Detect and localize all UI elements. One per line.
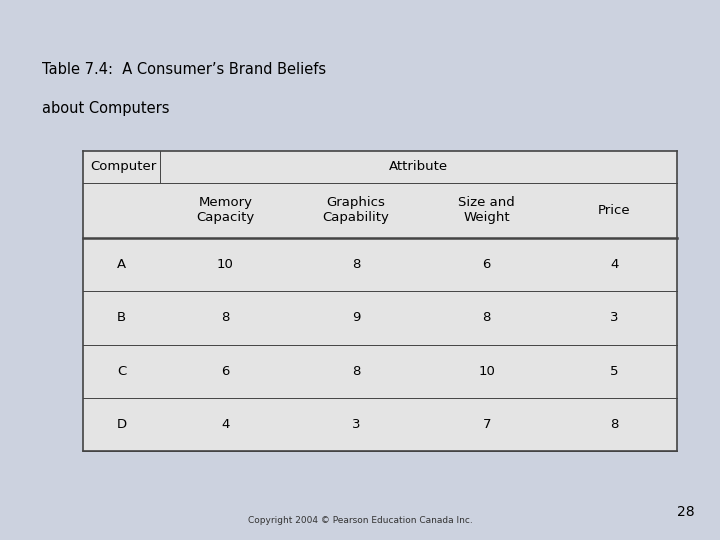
Text: 3: 3 <box>352 418 360 431</box>
Text: C: C <box>117 364 126 377</box>
Text: 8: 8 <box>221 312 230 325</box>
Text: B: B <box>117 312 126 325</box>
Text: Copyright 2004 © Pearson Education Canada Inc.: Copyright 2004 © Pearson Education Canad… <box>248 516 472 525</box>
Text: 4: 4 <box>221 418 230 431</box>
Text: Memory
Capacity: Memory Capacity <box>197 197 254 225</box>
Text: 6: 6 <box>482 258 491 271</box>
Text: 8: 8 <box>352 258 360 271</box>
Bar <box>83 397 677 451</box>
Text: 3: 3 <box>610 312 618 325</box>
Text: D: D <box>117 418 127 431</box>
Text: Size and
Weight: Size and Weight <box>459 197 515 225</box>
Text: 8: 8 <box>611 418 618 431</box>
Text: Attribute: Attribute <box>389 160 448 173</box>
Text: A: A <box>117 258 126 271</box>
Bar <box>83 151 677 451</box>
Bar <box>83 291 677 345</box>
Text: 5: 5 <box>610 364 618 377</box>
Text: Graphics
Capability: Graphics Capability <box>323 197 390 225</box>
Text: 9: 9 <box>352 312 360 325</box>
Text: 10: 10 <box>217 258 234 271</box>
Text: 4: 4 <box>611 258 618 271</box>
Text: Price: Price <box>598 204 631 217</box>
Text: about Computers: about Computers <box>42 101 169 116</box>
Text: Table 7.4:  A Consumer’s Brand Beliefs: Table 7.4: A Consumer’s Brand Beliefs <box>42 62 326 77</box>
Bar <box>83 345 677 397</box>
Text: 7: 7 <box>482 418 491 431</box>
Text: 8: 8 <box>352 364 360 377</box>
Text: 6: 6 <box>221 364 230 377</box>
Text: Computer: Computer <box>90 160 156 173</box>
Bar <box>83 238 677 291</box>
Text: 28: 28 <box>678 505 695 519</box>
Text: 8: 8 <box>482 312 491 325</box>
Text: 10: 10 <box>478 364 495 377</box>
